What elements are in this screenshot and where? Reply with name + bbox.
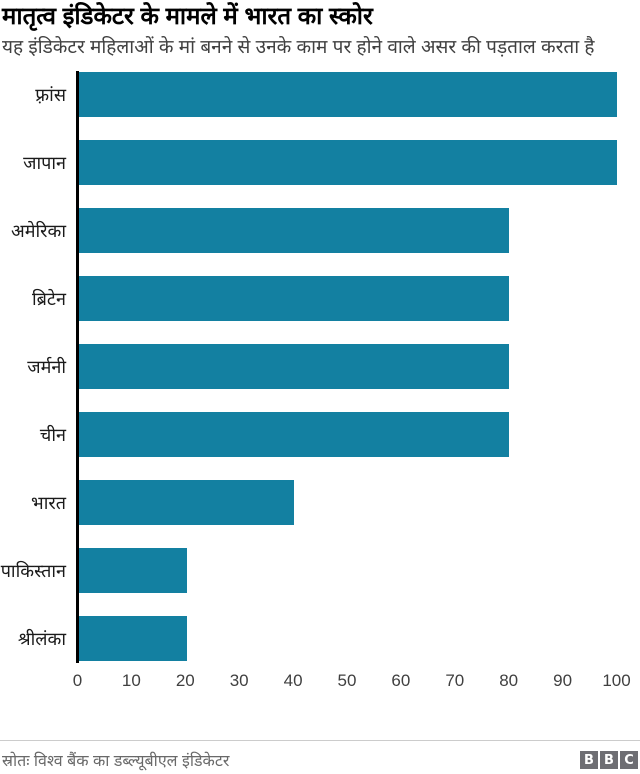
bar-row: पाकिस्तान: [0, 548, 640, 593]
x-tick-70: 70: [445, 671, 465, 690]
x-tick-20: 20: [175, 671, 195, 690]
x-tick-50: 50: [337, 671, 357, 690]
logo-letter-2: C: [620, 751, 638, 769]
x-tick-80: 80: [499, 671, 519, 690]
source-text: स्रोतः विश्व बैंक का डब्ल्यूबीएल इंडिकेट…: [2, 753, 230, 770]
chart-title: मातृत्व इंडिकेटर के मामले में भारत का स्…: [2, 3, 373, 30]
bar-row: चीन: [0, 412, 640, 457]
bar-6: [79, 480, 295, 525]
logo-letter-1: B: [600, 751, 618, 769]
bar-4: [79, 344, 510, 389]
bar-row: जर्मनी: [0, 344, 640, 389]
x-tick-90: 90: [553, 671, 573, 690]
bar-1: [79, 140, 617, 185]
bar-5: [79, 412, 510, 457]
category-label: भारत: [31, 492, 66, 513]
logo-letter-0: B: [580, 751, 598, 769]
bar-row: भारत: [0, 480, 640, 525]
chart-subtitle: यह इंडिकेटर महिलाओं के मां बनने से उनके …: [2, 37, 595, 58]
bar-2: [79, 208, 510, 253]
x-tick-60: 60: [391, 671, 411, 690]
category-label: ब्रिटेन: [31, 288, 66, 309]
bar-0: [79, 72, 617, 117]
bar-chart: फ़्रांस जापान अमेरिका ब्रिटेन जर्मनी चीन भारत प…: [0, 71, 640, 693]
x-tick-40: 40: [283, 671, 303, 690]
category-label: चीन: [39, 424, 66, 445]
category-label: श्रीलंका: [17, 628, 66, 649]
bar-row: अमेरिका: [0, 208, 640, 253]
bar-row: फ़्रांस: [0, 72, 640, 117]
bar-row: जापान: [0, 140, 640, 185]
footer: स्रोतः विश्व बैंक का डब्ल्यूबीएल इंडिकेट…: [0, 740, 640, 771]
x-tick-10: 10: [121, 671, 141, 690]
category-label: पाकिस्तान: [0, 560, 66, 581]
bar-3: [79, 276, 510, 321]
x-tick-100: 100: [602, 671, 631, 690]
bar-8: [79, 616, 187, 661]
y-axis-line: [76, 71, 79, 663]
x-tick-30: 30: [229, 671, 249, 690]
x-axis: 0 10 20 30 40 50 60 70 80 90 100: [0, 669, 640, 693]
x-tick-0: 0: [72, 671, 83, 690]
bar-7: [79, 548, 187, 593]
bar-rows: फ़्रांस जापान अमेरिका ब्रिटेन जर्मनी चीन भारत प…: [0, 72, 640, 661]
category-label: फ़्रांस: [35, 84, 66, 105]
category-label: जापान: [23, 152, 66, 173]
bar-row: ब्रिटेन: [0, 276, 640, 321]
bar-row: श्रीलंका: [0, 616, 640, 661]
category-label: अमेरिका: [10, 220, 66, 241]
category-label: जर्मनी: [27, 356, 66, 377]
